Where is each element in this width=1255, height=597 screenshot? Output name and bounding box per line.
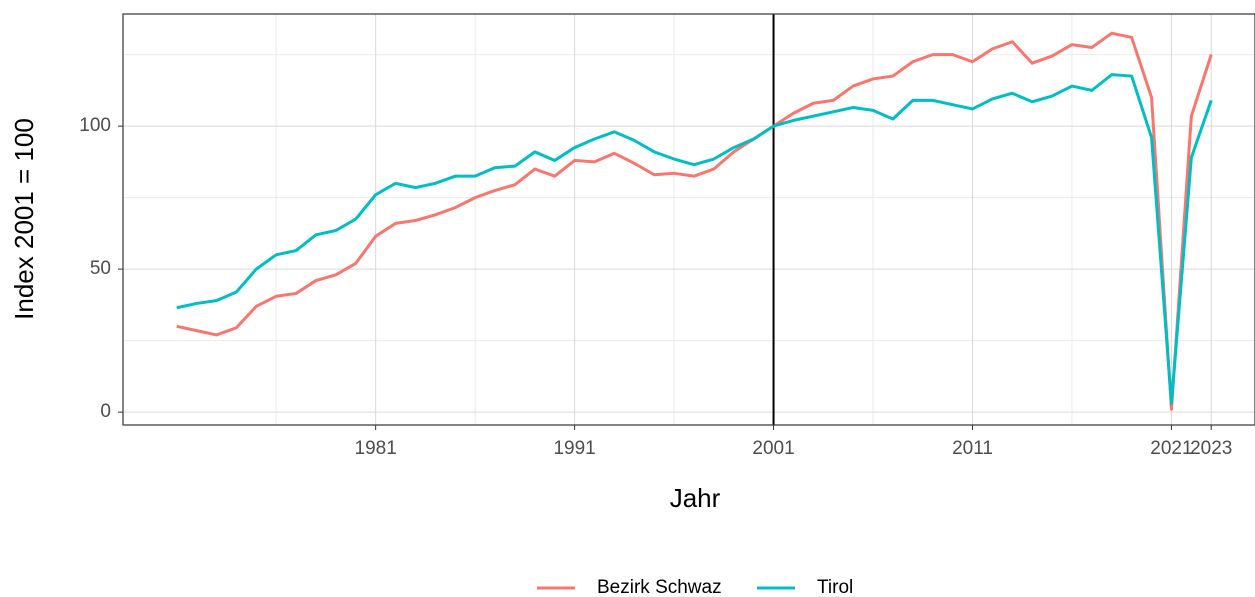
x-tick-label: 2023 <box>1190 438 1232 459</box>
x-tick-label: 1981 <box>355 438 397 459</box>
x-axis-label: Jahr <box>670 483 721 513</box>
legend-label: Tirol <box>817 577 853 597</box>
x-tick-label: 2001 <box>752 438 794 459</box>
x-tick-label: 1991 <box>553 438 595 459</box>
series-line <box>176 73 1213 406</box>
series-line <box>176 31 1213 411</box>
y-tick-label: 100 <box>79 115 111 136</box>
x-tick-label: 2021 <box>1150 438 1192 459</box>
legend-label: Bezirk Schwaz <box>597 577 722 597</box>
y-axis-label: Index 2001 = 100 <box>9 118 39 320</box>
panel-border <box>122 13 1255 426</box>
x-tick-label: 2011 <box>952 438 993 459</box>
y-tick-label: 0 <box>100 401 111 422</box>
y-tick-label: 50 <box>90 258 111 279</box>
